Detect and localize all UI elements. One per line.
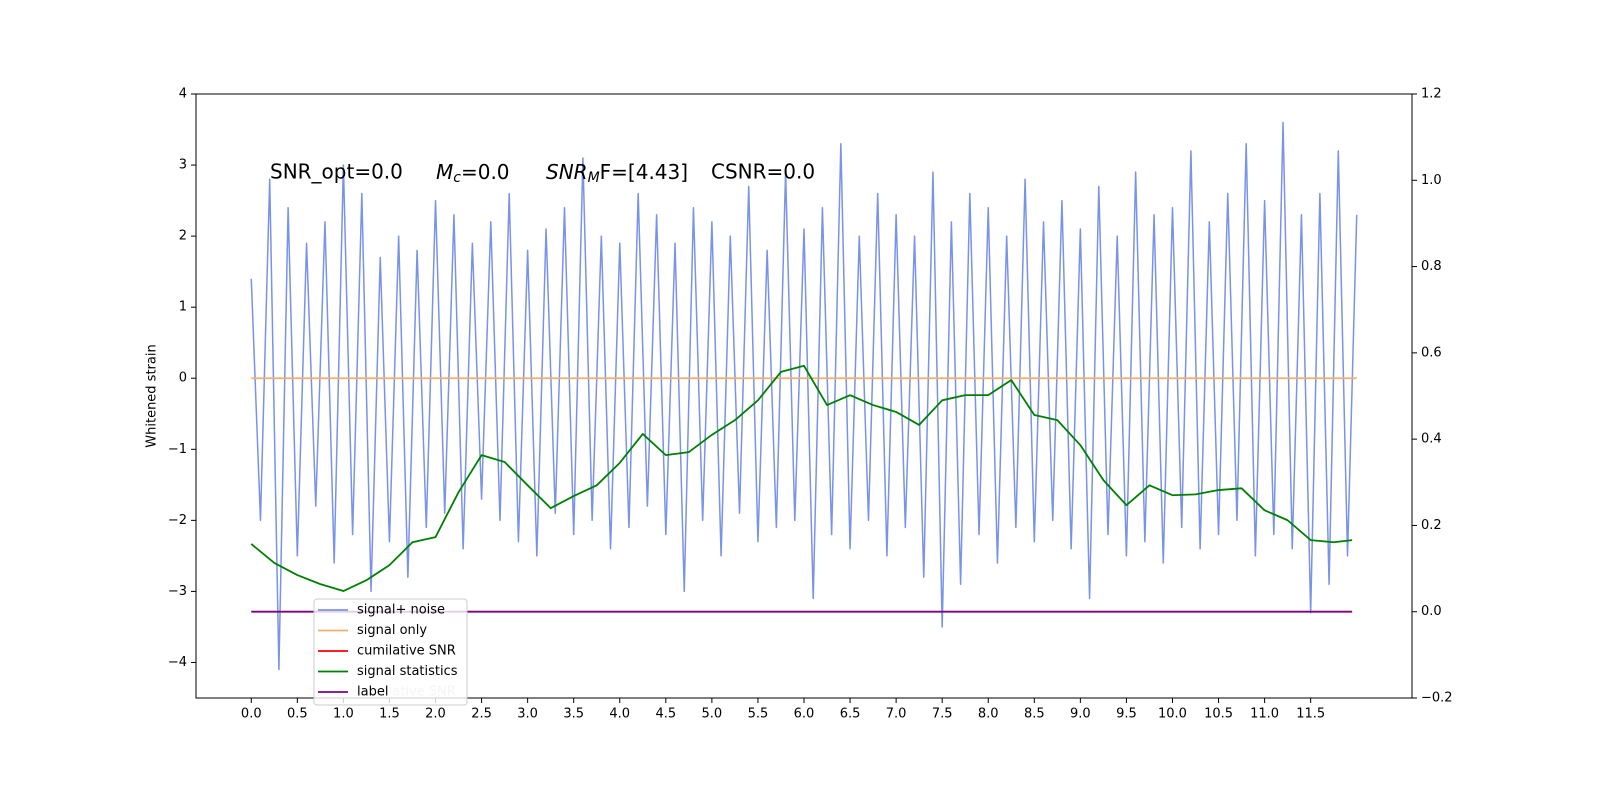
legend-label: signal statistics [357,664,458,679]
x-tick-label: 6.0 [794,707,815,722]
y-tick-label: 1 [179,300,187,315]
y-tick-label: −1 [168,442,187,457]
annotation: SNRMF=[4.43] [546,160,688,187]
y-tick-label: −4 [168,655,187,670]
annotation-rest: F=[4.43] [600,160,688,184]
x-tick-label: 7.5 [932,707,953,722]
annotation: SNR_opt=0.0 [270,160,403,184]
y2-tick-label: 1.0 [1421,173,1442,188]
legend-label: cumilative SNR [357,644,456,659]
annotation: Mc=0.0 [436,160,510,187]
y2-tick-label: −0.2 [1421,691,1453,706]
series-line [250,121,1358,671]
x-tick-label: 9.5 [1116,707,1137,722]
x-tick-label: 10.0 [1158,707,1187,722]
y-tick-label: 3 [179,158,187,173]
x-tick-label: 8.5 [1024,707,1045,722]
x-tick-label: 2.5 [471,707,492,722]
annotation-sub: c [453,170,461,186]
legend-label: signal+ noise [357,603,445,618]
x-tick-label: 2.0 [425,707,446,722]
x-tick-label: 4.0 [609,707,630,722]
series-line [250,364,1353,592]
x-tick-label: 5.5 [748,707,769,722]
x-tick-label: 11.5 [1296,707,1325,722]
annotation-base: M [436,160,453,184]
legend-label: signal only [357,623,427,638]
legend-label: label [357,685,388,700]
x-tick-label: 10.5 [1204,707,1233,722]
x-tick-label: 3.0 [517,707,538,722]
x-tick-label: 4.5 [655,707,676,722]
y-tick-label: 4 [179,87,187,102]
annotation-base: SNR [546,160,588,184]
x-tick-label: 7.0 [886,707,907,722]
annotation-sub: M [588,170,600,186]
y2-tick-label: 0.0 [1421,604,1442,619]
x-tick-label: 0.0 [241,707,262,722]
legend-box [313,598,468,706]
y2-tick-label: 0.2 [1421,518,1442,533]
x-tick-label: 11.0 [1250,707,1279,722]
x-tick-label: 8.0 [978,707,999,722]
y-tick-label: −3 [168,584,187,599]
annotation-rest: =0.0 [461,160,510,184]
x-tick-label: 1.5 [379,707,400,722]
x-tick-label: 5.0 [702,707,723,722]
x-tick-label: 0.5 [287,707,308,722]
x-tick-label: 1.0 [333,707,354,722]
y-tick-label: 0 [179,371,187,386]
y2-tick-label: 0.8 [1421,259,1442,274]
y2-tick-label: 1.2 [1421,87,1442,102]
y-axis-label: Whitened strain [145,344,160,447]
x-tick-label: 9.0 [1070,707,1091,722]
annotation: CSNR=0.0 [711,160,815,184]
y-tick-label: −2 [168,513,187,528]
y2-tick-label: 0.6 [1421,345,1442,360]
y-tick-label: 2 [179,229,187,244]
x-tick-label: 6.5 [840,707,861,722]
y2-tick-label: 0.4 [1421,432,1442,447]
x-tick-label: 3.5 [563,707,584,722]
